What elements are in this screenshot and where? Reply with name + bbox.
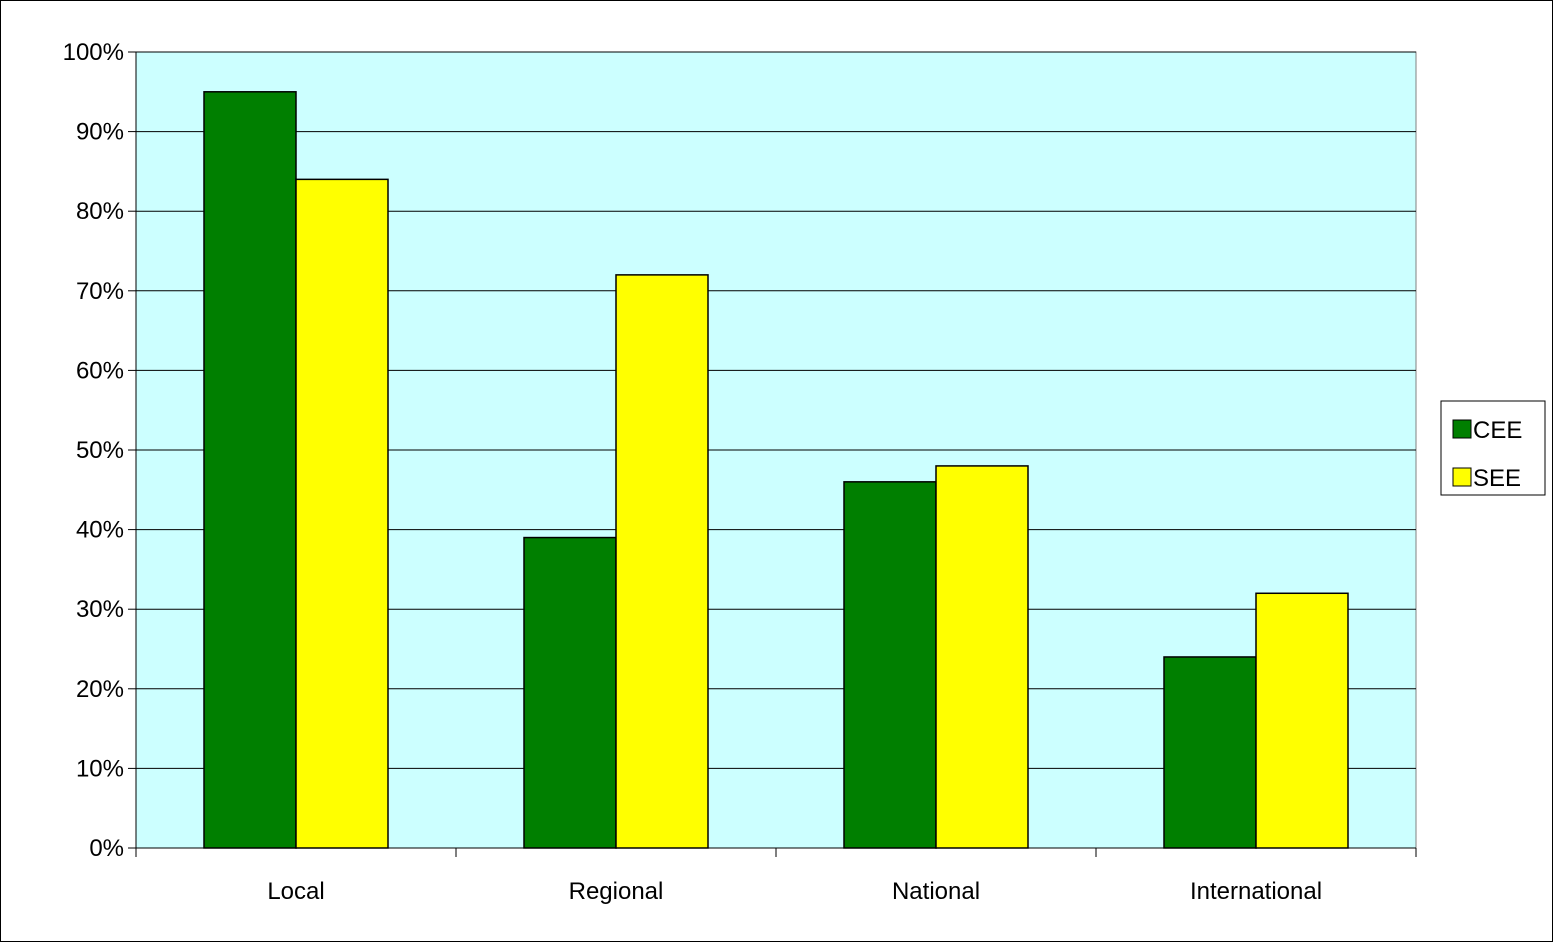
y-tick-label: 50% bbox=[76, 437, 124, 464]
bar-cee-international bbox=[1163, 656, 1257, 849]
x-tick-labels: Local Regional National International bbox=[267, 878, 1322, 905]
bar-cee-regional bbox=[523, 536, 617, 849]
bar-see-national bbox=[935, 465, 1029, 849]
legend-label-see: SEE bbox=[1473, 465, 1521, 492]
bar-see-local bbox=[295, 178, 389, 849]
x-tick-label: National bbox=[892, 878, 980, 905]
y-tick-label: 20% bbox=[76, 676, 124, 703]
x-tick-label: International bbox=[1190, 878, 1322, 905]
y-tick-label: 10% bbox=[76, 755, 124, 782]
legend-swatch-cee bbox=[1452, 419, 1472, 439]
y-tick-label: 60% bbox=[76, 357, 124, 384]
legend-label-cee: CEE bbox=[1473, 417, 1522, 444]
y-tick-label: 100% bbox=[63, 39, 124, 66]
y-tick-label: 80% bbox=[76, 198, 124, 225]
x-tick-label: Local bbox=[267, 878, 324, 905]
legend: CEE SEE bbox=[1440, 400, 1546, 496]
y-tick-label: 70% bbox=[76, 278, 124, 305]
bar-cee-local bbox=[203, 91, 297, 849]
y-tick-labels: 0% 10% 20% 30% 40% 50% 60% 70% 80% 90% 100% bbox=[63, 39, 124, 862]
bar-see-regional bbox=[615, 274, 709, 849]
bar-cee-national bbox=[843, 481, 937, 849]
y-tick-label: 30% bbox=[76, 596, 124, 623]
bar-see-international bbox=[1255, 592, 1349, 849]
y-tick-label: 0% bbox=[89, 835, 124, 862]
x-tick-label: Regional bbox=[569, 878, 664, 905]
axes bbox=[128, 51, 1417, 857]
y-tick-label: 90% bbox=[76, 119, 124, 146]
y-tick-label: 40% bbox=[76, 517, 124, 544]
legend-swatch-see bbox=[1452, 467, 1472, 487]
